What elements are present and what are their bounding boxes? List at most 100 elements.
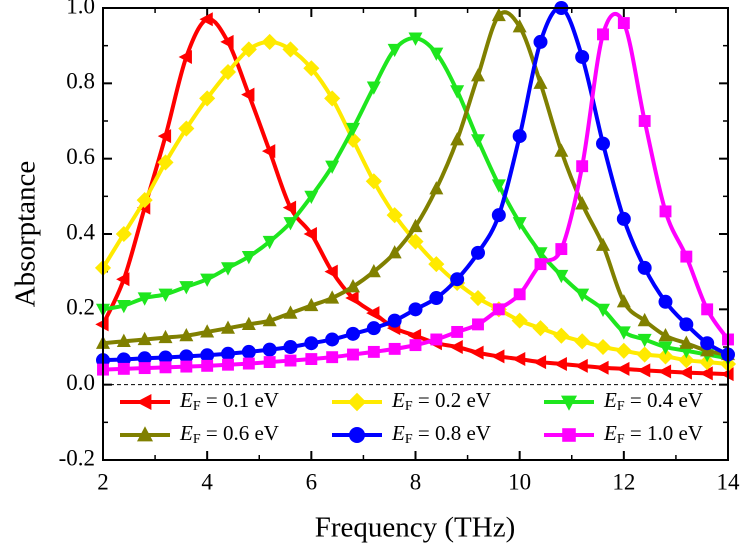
data-point — [241, 344, 256, 359]
legend-label-part: = 0.8 eV — [413, 421, 491, 445]
data-point — [491, 208, 506, 223]
data-point — [617, 17, 630, 30]
data-point — [325, 332, 340, 347]
data-point — [116, 299, 131, 314]
data-point — [366, 306, 380, 321]
data-point — [678, 352, 695, 369]
data-point — [117, 362, 130, 375]
data-point — [136, 192, 153, 209]
data-point — [553, 327, 570, 344]
data-point — [346, 279, 360, 293]
data-point — [492, 303, 505, 316]
data-point — [594, 338, 612, 356]
data-point — [282, 41, 299, 58]
data-point — [199, 12, 213, 27]
data-point — [596, 136, 610, 151]
x-tick-label: 14 — [717, 469, 741, 494]
data-point — [158, 288, 173, 302]
data-point — [701, 303, 714, 316]
data-point — [220, 34, 234, 49]
data-point — [221, 262, 235, 276]
data-point — [261, 144, 276, 159]
data-point — [241, 87, 255, 102]
data-point — [430, 333, 443, 346]
legend-label-part: F — [617, 432, 625, 447]
data-point — [409, 339, 422, 352]
data-point — [658, 294, 673, 309]
data-point — [680, 250, 693, 263]
data-point — [638, 115, 651, 127]
data-point — [137, 331, 152, 346]
data-point — [179, 328, 194, 342]
data-point — [700, 336, 715, 351]
data-point — [679, 317, 694, 332]
y-tick-label: 0.8 — [66, 69, 95, 94]
data-point — [137, 351, 152, 366]
data-point — [511, 352, 526, 367]
data-point — [471, 245, 486, 260]
data-point — [512, 129, 527, 144]
data-point — [657, 364, 672, 379]
data-point — [283, 217, 298, 231]
data-point — [428, 256, 445, 273]
data-point — [304, 297, 319, 312]
data-point — [201, 359, 214, 372]
legend-marker — [137, 426, 153, 442]
data-point — [241, 251, 256, 265]
data-point — [408, 32, 423, 46]
data-point — [553, 356, 567, 371]
legend-label: EF = 0.8 eV — [391, 421, 491, 447]
data-point — [596, 303, 610, 318]
data-point — [512, 217, 527, 231]
y-axis-label: Absorptance — [10, 161, 42, 308]
legend-label-part: E — [391, 421, 405, 445]
data-point — [345, 291, 359, 306]
x-tick-label: 4 — [201, 469, 213, 494]
data-point — [178, 49, 192, 64]
y-tick-label: 0.6 — [66, 144, 95, 169]
x-tick-label: 2 — [97, 469, 109, 494]
legend-label-part: F — [617, 399, 625, 414]
data-point — [219, 63, 237, 81]
legend-marker — [136, 394, 152, 410]
data-point — [450, 272, 465, 287]
data-point — [346, 122, 360, 137]
legend-label-part: E — [179, 421, 193, 445]
data-point — [116, 333, 131, 347]
data-point — [533, 75, 548, 89]
legend-label-part: = 0.4 eV — [625, 388, 703, 412]
data-point — [387, 43, 402, 58]
data-point — [303, 60, 320, 77]
data-point — [159, 361, 172, 374]
data-point — [472, 318, 484, 331]
legend-marker — [347, 392, 367, 412]
data-point — [575, 288, 590, 302]
data-point — [304, 190, 319, 205]
data-point — [429, 181, 444, 195]
data-point — [386, 207, 403, 224]
legend-label-part: E — [603, 388, 617, 412]
x-tick-label: 12 — [612, 469, 635, 494]
data-point — [325, 160, 340, 174]
data-point — [158, 329, 173, 344]
data-point — [637, 312, 652, 327]
data-point — [532, 320, 549, 337]
data-point — [596, 237, 610, 251]
data-point — [658, 328, 673, 342]
data-point — [574, 358, 588, 373]
data-point — [366, 321, 381, 336]
data-point — [387, 313, 402, 328]
data-point — [200, 273, 215, 287]
data-point — [367, 345, 380, 358]
data-point — [304, 336, 319, 351]
data-point — [241, 316, 256, 330]
data-point — [616, 294, 631, 308]
data-point — [469, 289, 487, 307]
data-point — [534, 258, 547, 271]
data-point — [326, 351, 339, 364]
data-point — [179, 349, 194, 364]
data-point — [305, 353, 318, 366]
data-point — [657, 348, 674, 365]
data-point — [470, 345, 484, 360]
